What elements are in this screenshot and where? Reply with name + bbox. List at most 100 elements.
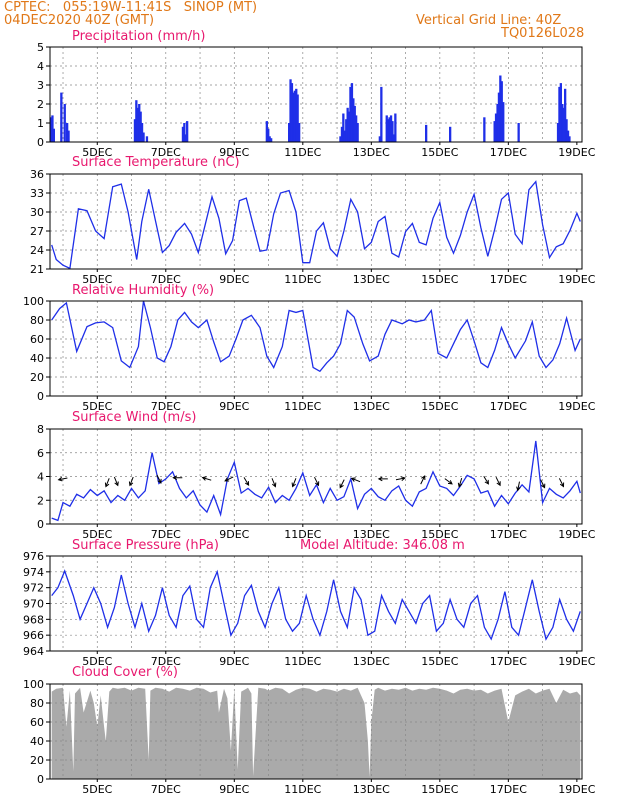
y-tick-label: 968	[23, 613, 44, 626]
x-tick-label: 7DEC	[151, 273, 181, 286]
x-tick-label: 7DEC	[151, 783, 181, 796]
precip-bar	[67, 130, 70, 142]
precip-panel: 0 1 2 3 4 5 5DEC 7DEC 9DEC 11DEC 13DEC 15DEC 17DEC 19…	[37, 41, 596, 159]
y-tick-label: 0	[37, 136, 44, 149]
precip-bar	[139, 111, 142, 142]
precip-bar	[449, 126, 452, 142]
x-tick-label: 11DEC	[284, 528, 321, 541]
x-tick-label: 5DEC	[82, 783, 112, 796]
rh-frame	[49, 300, 583, 397]
precip-bar	[388, 117, 391, 142]
x-tick-label: 7DEC	[151, 655, 181, 668]
y-tick-label: 8	[37, 423, 44, 436]
y-tick-label: 100	[23, 678, 44, 691]
pressure-series-line	[51, 569, 581, 641]
wind-arrow-icon	[243, 477, 250, 487]
y-tick-label: 30	[30, 206, 44, 219]
y-tick-label: 27	[30, 225, 44, 238]
temp-title: Surface Temperature (nC)	[72, 155, 240, 170]
header-datetime: 04DEC2020 40Z (GMT)	[4, 13, 155, 28]
wind-arrow-icon	[314, 476, 320, 487]
wind-series-line	[51, 440, 581, 522]
precip-bar	[265, 121, 268, 142]
cloud-panel: 0 20 40 60 80 100 5DEC 7DEC 9DEC 11DEC 13DEC 15DEC 1…	[23, 678, 596, 796]
precip-bar	[290, 83, 294, 142]
precip-bar	[60, 92, 63, 142]
cloud-frame	[49, 683, 583, 780]
precip-bar	[296, 94, 299, 142]
precip-bar	[343, 130, 346, 142]
x-tick-label: 5DEC	[82, 655, 112, 668]
precip-bar	[138, 104, 141, 142]
y-tick-label: 6	[37, 447, 44, 460]
wind-arrow-icon	[495, 476, 501, 487]
precip-bar	[339, 136, 342, 142]
wind-arrow-icon	[540, 479, 546, 489]
precip-bar	[345, 119, 348, 142]
precip-bar	[186, 121, 189, 142]
precip-bar	[270, 138, 273, 142]
y-tick-label: 2	[37, 98, 44, 111]
precip-bar	[380, 86, 383, 142]
y-tick-label: 3	[37, 79, 44, 92]
precip-bar	[356, 123, 359, 142]
precip-bar	[342, 113, 345, 142]
wind-arrow-icon	[172, 475, 183, 481]
temp-frame	[49, 173, 583, 270]
precip-bar	[350, 83, 354, 142]
x-tick-label: 13DEC	[353, 783, 390, 796]
wind-arrow-icon	[201, 476, 212, 481]
rh-panel: 0 20 40 60 80 100 5DEC 7DEC 9DEC 11DEC 13DEC 15DEC 1…	[23, 295, 596, 413]
wind-arrow-icon	[516, 481, 521, 492]
y-tick-label: 2	[37, 494, 44, 507]
x-tick-label: 13DEC	[353, 655, 390, 668]
wind-arrow-icon	[339, 479, 345, 489]
precip-bar	[483, 117, 486, 142]
x-tick-label: 17DEC	[490, 655, 527, 668]
x-tick-label: 17DEC	[490, 783, 527, 796]
y-tick-label: 1	[37, 117, 44, 130]
y-tick-label: 4	[37, 60, 44, 73]
precip-bar	[568, 136, 571, 142]
wind-arrow-icon	[104, 478, 110, 488]
precip-bar	[267, 128, 270, 142]
precip-bar	[66, 123, 69, 142]
wind-arrow-icon	[271, 478, 277, 488]
header-grid-label: Vertical Grid Line: 40Z	[416, 13, 562, 28]
precip-bar	[562, 107, 565, 142]
x-tick-label: 5DEC	[82, 273, 112, 286]
x-tick-label: 9DEC	[219, 146, 249, 159]
x-tick-label: 15DEC	[421, 528, 458, 541]
y-tick-label: 974	[23, 566, 44, 579]
wind-frame	[49, 428, 583, 525]
x-tick-label: 9DEC	[219, 400, 249, 413]
y-tick-label: 60	[30, 716, 44, 729]
wind-title: Surface Wind (m/s)	[72, 410, 197, 425]
precip-bar	[500, 81, 503, 142]
x-tick-label: 5DEC	[82, 400, 112, 413]
x-tick-label: 11DEC	[284, 783, 321, 796]
precip-bar	[496, 104, 499, 142]
wind-arrow-icon	[113, 476, 119, 487]
cloud-area	[51, 687, 581, 779]
precip-bar	[499, 75, 502, 142]
wind-direction-arrows	[57, 474, 565, 492]
precip-bar	[349, 86, 352, 142]
precip-bar	[517, 123, 520, 142]
precip-bar	[49, 117, 53, 142]
y-tick-label: 970	[23, 598, 44, 611]
precip-bar	[565, 119, 568, 142]
precip-bar	[268, 136, 271, 142]
x-tick-label: 15DEC	[421, 783, 458, 796]
precip-bar	[295, 88, 298, 142]
precip-bar	[353, 105, 356, 142]
temp-series-line	[51, 180, 581, 270]
precip-bar	[352, 98, 355, 142]
precip-bar	[184, 134, 187, 142]
wind-arrow-icon	[128, 476, 134, 487]
precip-bar	[385, 115, 388, 142]
header-station: CPTEC: 055:19W-11:41S SINOP (MT)	[4, 0, 258, 15]
precip-bar	[136, 107, 139, 142]
x-tick-label: 5DEC	[82, 528, 112, 541]
x-tick-label: 13DEC	[353, 146, 390, 159]
